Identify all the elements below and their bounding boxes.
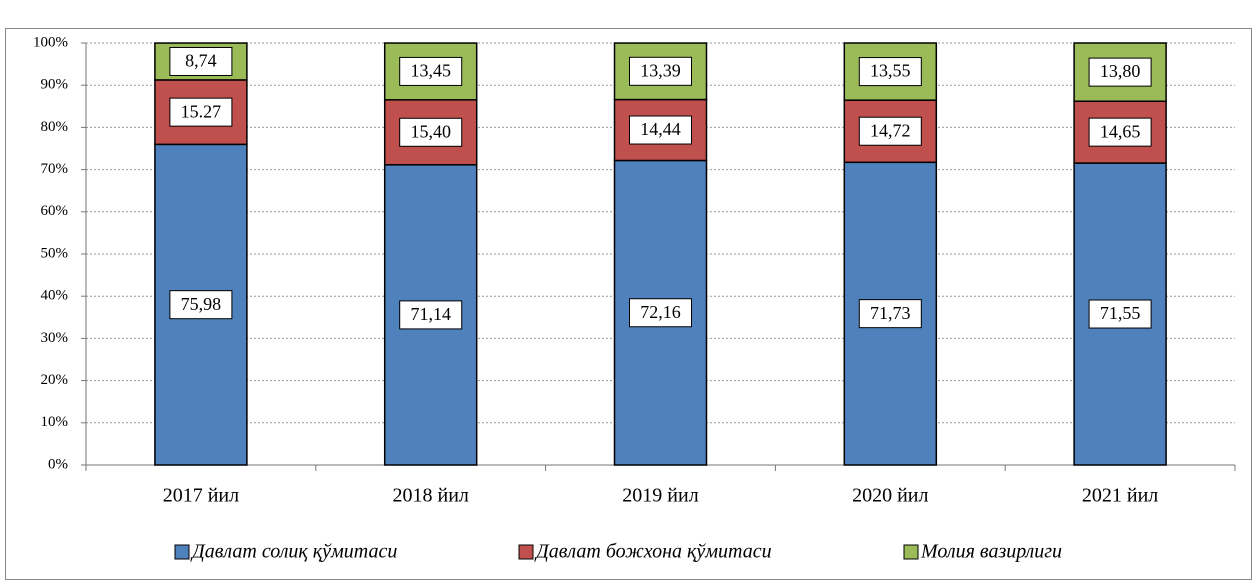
data-label: 8,74 <box>185 51 217 71</box>
data-label: 75,98 <box>181 294 222 314</box>
data-label: 13,80 <box>1100 61 1141 81</box>
x-tick-label: 2018 йил <box>393 485 469 507</box>
data-label-box <box>169 290 233 320</box>
x-tick-label: 2019 йил <box>622 485 698 507</box>
data-label: 14,65 <box>1100 121 1141 141</box>
data-label-box <box>169 46 233 76</box>
data-label-box <box>399 56 463 86</box>
data-label-box <box>629 115 692 145</box>
y-tick-label: 50% <box>41 245 69 261</box>
y-tick-label: 40% <box>41 288 69 304</box>
data-label-box <box>858 299 922 329</box>
x-tick-label: 2020 йил <box>852 485 928 507</box>
y-tick-label: 10% <box>41 414 69 430</box>
data-label-box <box>399 117 463 147</box>
x-tick-label: 2017 йил <box>163 485 239 507</box>
legend-swatch <box>903 544 919 560</box>
data-label: 14,72 <box>870 120 911 140</box>
data-label: 71,55 <box>1100 303 1141 323</box>
data-label-box <box>169 97 233 127</box>
y-tick-label: 60% <box>41 203 69 219</box>
data-label-box <box>858 116 922 146</box>
data-label-box <box>629 56 692 86</box>
y-tick-label: 80% <box>41 119 69 135</box>
y-tick-label: 100% <box>33 34 68 50</box>
data-label-box <box>399 300 463 330</box>
data-label-box <box>1088 299 1152 329</box>
data-label: 72,16 <box>640 302 681 322</box>
data-label-box <box>1088 57 1152 87</box>
data-label: 71,73 <box>870 303 911 323</box>
y-tick-label: 0% <box>48 456 68 472</box>
legend-label: Давлат солиқ қўмитаси <box>190 541 397 563</box>
y-tick-label: 30% <box>41 330 69 346</box>
y-tick-label: 70% <box>41 161 69 177</box>
data-label: 71,14 <box>410 304 451 324</box>
data-label: 14,44 <box>640 119 681 139</box>
legend-label: Молия вазирлиги <box>920 541 1062 563</box>
data-label: 15,40 <box>410 121 451 141</box>
data-label-box <box>1088 117 1152 147</box>
data-label-box <box>629 298 692 328</box>
data-label: 13,55 <box>870 61 911 81</box>
data-label-box <box>858 57 922 87</box>
x-tick-label: 2021 йил <box>1082 485 1158 507</box>
legend-swatch <box>518 544 534 560</box>
y-tick-label: 90% <box>41 77 69 93</box>
legend-swatch <box>174 544 190 560</box>
legend-label: Давлат божхона қўмитаси <box>534 541 772 563</box>
data-label: 15.27 <box>181 101 222 121</box>
data-label: 13,39 <box>640 60 681 80</box>
data-label: 13,45 <box>410 61 451 81</box>
y-tick-label: 20% <box>41 372 69 388</box>
